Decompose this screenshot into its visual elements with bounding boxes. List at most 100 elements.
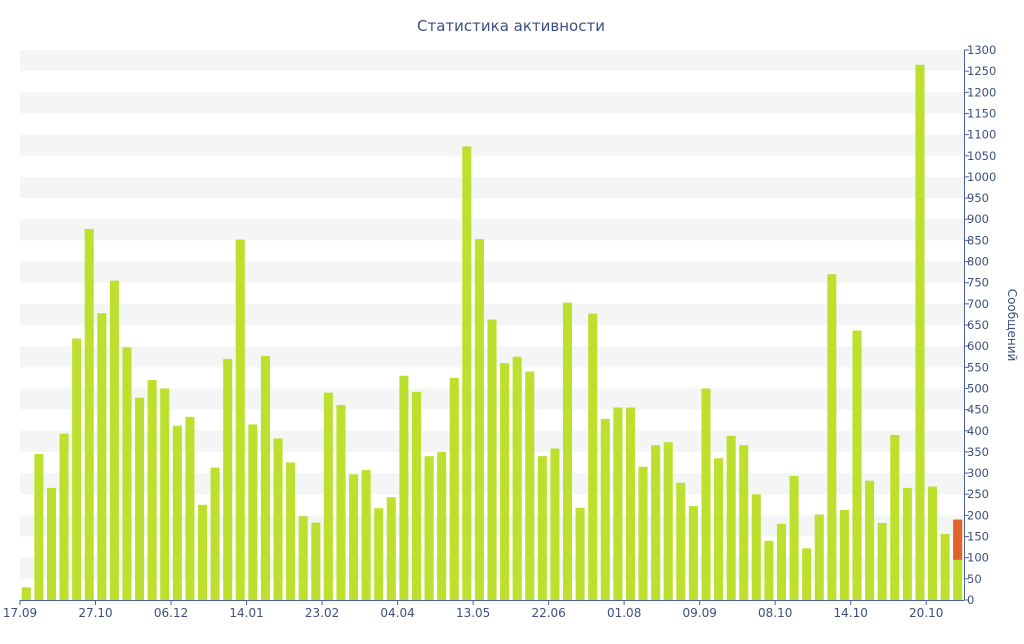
bar-highlight bbox=[953, 519, 963, 560]
bar bbox=[575, 507, 585, 600]
bar bbox=[827, 274, 837, 600]
x-tick-label: 04.04 bbox=[380, 606, 414, 620]
bar bbox=[210, 467, 220, 600]
x-tick-label: 27.10 bbox=[78, 606, 112, 620]
x-tick-label: 08.10 bbox=[758, 606, 792, 620]
bar bbox=[940, 534, 950, 600]
bar bbox=[449, 377, 459, 600]
y-tick-label: 350 bbox=[967, 445, 989, 459]
y-tick-label: 600 bbox=[967, 339, 989, 353]
bar bbox=[172, 425, 182, 600]
y-tick-label: 250 bbox=[967, 487, 989, 501]
y-tick-label: 850 bbox=[967, 233, 989, 247]
bar bbox=[802, 548, 812, 600]
axes: 0 50 100 150 200 250 300 350 400 450 500 550 600 650 7… bbox=[3, 43, 996, 620]
bar bbox=[411, 391, 422, 600]
bar bbox=[109, 280, 119, 600]
y-tick-label: 0 bbox=[967, 593, 974, 607]
bar bbox=[323, 392, 333, 600]
y-tick-label: 1250 bbox=[967, 64, 996, 78]
x-tick-label: 14.01 bbox=[229, 606, 263, 620]
bar bbox=[260, 355, 270, 600]
bar bbox=[625, 407, 635, 600]
bar bbox=[588, 313, 598, 600]
bar bbox=[814, 514, 824, 600]
bar bbox=[474, 239, 484, 600]
bar bbox=[424, 456, 434, 600]
x-tick-label: 22.06 bbox=[531, 606, 565, 620]
bar bbox=[336, 404, 346, 600]
bar bbox=[890, 435, 900, 600]
bar bbox=[663, 442, 673, 600]
grid-band bbox=[20, 176, 964, 199]
y-tick-label: 400 bbox=[967, 424, 989, 438]
bar bbox=[915, 64, 925, 601]
bar bbox=[21, 587, 31, 600]
bar bbox=[160, 388, 170, 600]
bar bbox=[789, 476, 799, 600]
bar bbox=[84, 228, 94, 600]
x-tick-label: 09.09 bbox=[683, 606, 717, 620]
bar bbox=[550, 448, 560, 600]
bar bbox=[877, 523, 887, 600]
bar bbox=[462, 146, 472, 600]
bar bbox=[72, 338, 82, 600]
bar bbox=[537, 456, 547, 600]
bar bbox=[349, 474, 359, 600]
y-tick-label: 200 bbox=[967, 508, 989, 522]
x-tick-label: 01.08 bbox=[607, 606, 641, 620]
bar bbox=[248, 424, 258, 600]
bar bbox=[34, 454, 44, 600]
y-tick-label: 100 bbox=[967, 551, 989, 565]
bar bbox=[928, 486, 938, 600]
bar bbox=[638, 466, 648, 600]
grid-band bbox=[20, 261, 964, 283]
y-tick-label: 150 bbox=[967, 530, 989, 544]
bar bbox=[487, 319, 497, 600]
bar-series bbox=[21, 64, 963, 601]
y-tick-label: 1150 bbox=[967, 106, 996, 120]
bar bbox=[286, 462, 296, 600]
x-tick-label: 20.10 bbox=[909, 606, 943, 620]
bar bbox=[437, 451, 447, 600]
bar bbox=[852, 330, 862, 600]
bar bbox=[235, 239, 245, 601]
y-tick-label: 300 bbox=[967, 466, 989, 480]
grid-band bbox=[20, 134, 964, 156]
bar bbox=[525, 371, 535, 600]
bar bbox=[147, 380, 157, 600]
bar bbox=[500, 363, 510, 600]
bar bbox=[311, 522, 321, 600]
y-tick-label: 800 bbox=[967, 255, 989, 269]
bar bbox=[46, 487, 56, 600]
bar bbox=[751, 494, 761, 600]
grid-band bbox=[20, 303, 964, 325]
grid-band bbox=[20, 50, 964, 72]
grid-band bbox=[20, 92, 964, 114]
bar bbox=[714, 458, 724, 600]
bar bbox=[386, 497, 396, 600]
y-tick-label: 550 bbox=[967, 360, 989, 374]
bar bbox=[600, 418, 610, 600]
bar bbox=[273, 438, 283, 600]
bar bbox=[688, 506, 698, 600]
y-tick-label: 900 bbox=[967, 212, 989, 226]
bar bbox=[902, 487, 912, 600]
y-tick-label: 500 bbox=[967, 381, 989, 395]
y-tick-label: 650 bbox=[967, 318, 989, 332]
x-tick-label: 17.09 bbox=[3, 606, 37, 620]
y-tick-label: 700 bbox=[967, 297, 989, 311]
y-tick-label: 750 bbox=[967, 276, 989, 290]
bar bbox=[223, 358, 233, 600]
bar bbox=[512, 356, 522, 600]
x-tick-label: 06.12 bbox=[154, 606, 188, 620]
bar bbox=[651, 445, 661, 600]
bar bbox=[399, 375, 409, 600]
bar bbox=[59, 433, 69, 600]
bar bbox=[298, 516, 308, 600]
y-tick-label: 450 bbox=[967, 403, 989, 417]
y-tick-label: 950 bbox=[967, 191, 989, 205]
bar bbox=[185, 416, 195, 600]
